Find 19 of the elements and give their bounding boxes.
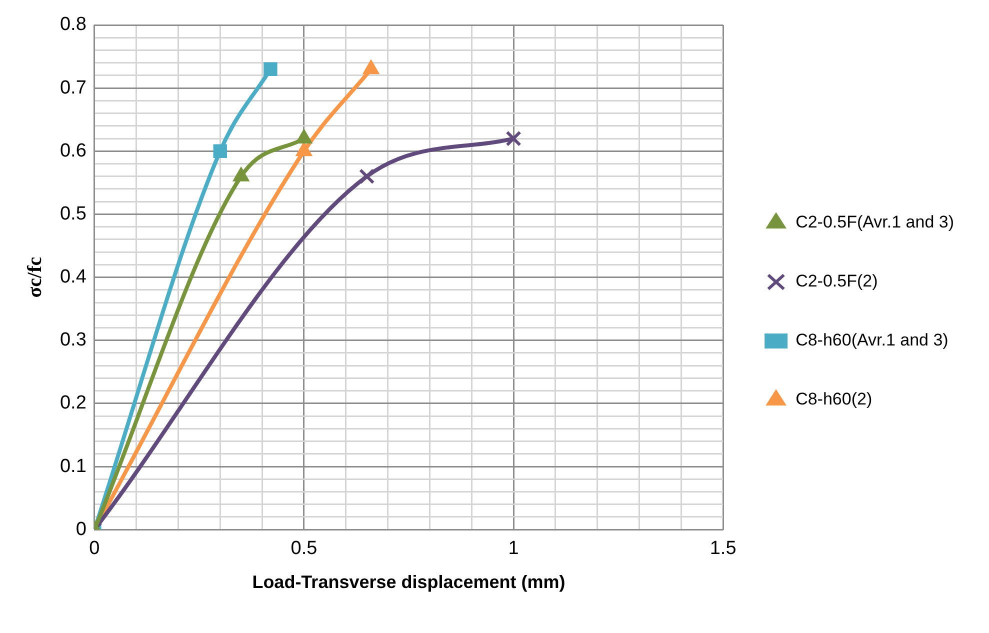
y-tick-label: 0.6 xyxy=(60,140,86,162)
legend-label: C8-h60(Avr.1 and 3) xyxy=(796,330,948,350)
x-tick-label: 0 xyxy=(89,538,100,560)
y-tick-label: 0 xyxy=(76,518,86,540)
y-tick-label: 0.4 xyxy=(60,266,87,288)
x-tick-label: 0.5 xyxy=(290,538,318,560)
legend-label: C2-0.5F(2) xyxy=(796,272,878,291)
x-tick-label: 1 xyxy=(508,538,519,560)
y-tick-label: 0.8 xyxy=(60,14,86,36)
y-tick-label: 0.3 xyxy=(60,330,86,351)
y-tick-label: 0.1 xyxy=(60,456,86,477)
y-tick-label: 0.5 xyxy=(60,203,86,224)
x-tick-label: 1.5 xyxy=(710,538,736,560)
legend-label: C2-0.5F(Avr.1 and 3) xyxy=(796,212,954,232)
y-axis-title: σc/fc xyxy=(24,256,46,298)
legend-label: C8-h60(2) xyxy=(796,390,872,409)
y-tick-label: 0.2 xyxy=(60,392,86,414)
y-tick-label: 0.7 xyxy=(60,77,86,98)
x-axis-title: Load-Transverse displacement (mm) xyxy=(252,572,566,592)
